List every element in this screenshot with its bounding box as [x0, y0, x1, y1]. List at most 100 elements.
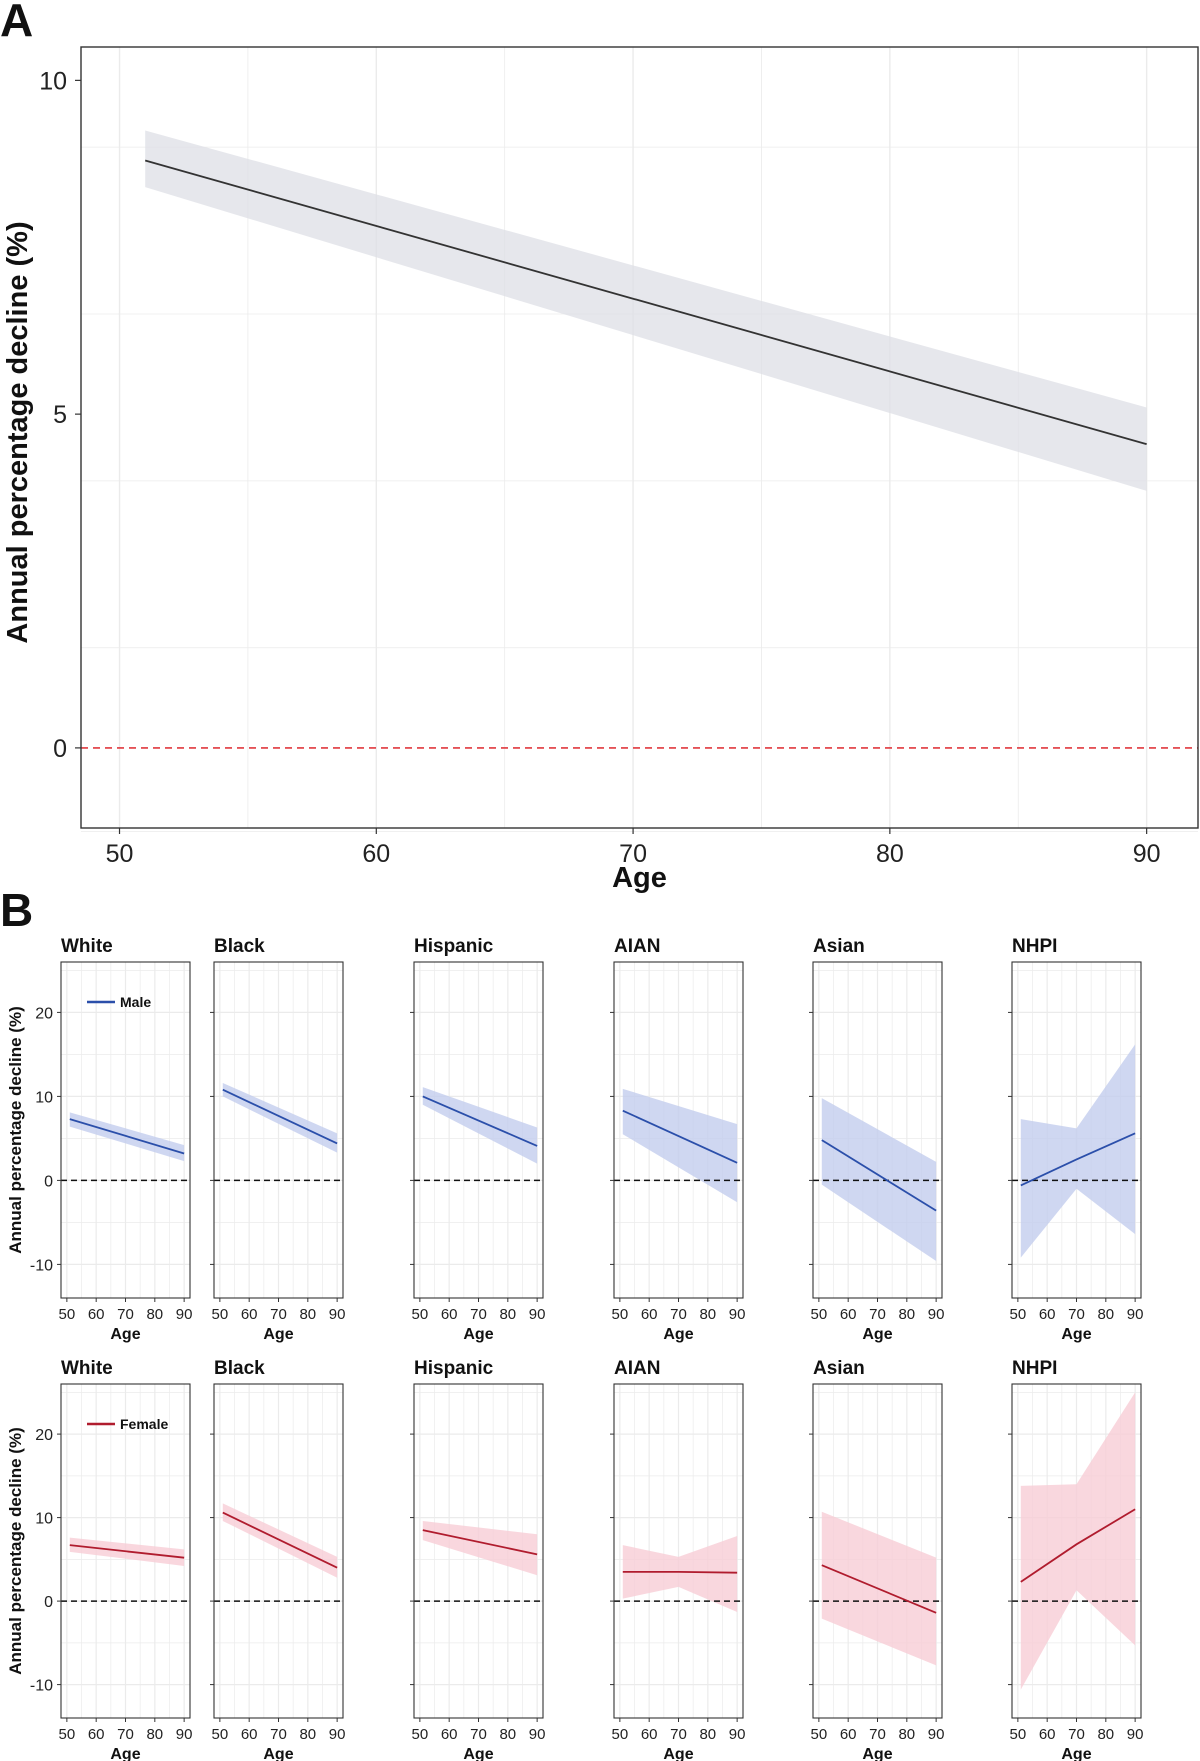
facet-x-tick-label: 80	[699, 1726, 716, 1743]
facet-x-tick-label: 80	[1097, 1306, 1114, 1323]
panel-a-border	[80, 46, 1199, 829]
facet-title: Hispanic	[414, 936, 494, 957]
facet-title: AIAN	[614, 1358, 660, 1379]
facet-nhpi-female: NHPI 50 60 70 80 90 Age	[1008, 1358, 1143, 1761]
facet-asian-female: Asian 50 60 70 80 90 Age	[809, 1358, 944, 1761]
facet-x-tick-label: 60	[840, 1726, 857, 1743]
facet-x-tick-label: 90	[729, 1726, 746, 1743]
facet-trend-line	[821, 1564, 937, 1614]
facet-confidence-band	[422, 1087, 538, 1164]
facet-x-tick-label: 50	[412, 1306, 429, 1323]
facet-x-tick-label: 60	[1039, 1726, 1056, 1743]
panel-a-label: A	[0, 0, 33, 46]
panel-a-x-axis-label: Age	[612, 862, 667, 894]
facet-x-tick-label: 60	[88, 1306, 105, 1323]
facet-x-tick-label: 60	[641, 1306, 658, 1323]
facet-confidence-band	[622, 1088, 738, 1203]
facet-x-tick-label: 60	[241, 1726, 258, 1743]
facet-trend-line	[422, 1095, 538, 1147]
facet-x-tick-label: 60	[88, 1726, 105, 1743]
facet-x-tick-label: 60	[441, 1726, 458, 1743]
facet-trend-line	[1020, 1132, 1136, 1187]
facet-x-tick-label: 80	[1097, 1726, 1114, 1743]
facet-trend-line	[222, 1088, 338, 1145]
facet-x-tick-label: 50	[1010, 1726, 1027, 1743]
facet-title: White	[61, 1358, 113, 1379]
facet-x-tick-label: 80	[299, 1306, 316, 1323]
facet-y-tick-label: -10	[30, 1678, 53, 1695]
facet-x-tick-label: 50	[59, 1306, 76, 1323]
legend-label: Female	[120, 1416, 168, 1432]
facet-white-female: White -10 0 10 20 50 60 70 80 90 Age Female	[30, 1358, 193, 1761]
facet-x-tick-label: 70	[1068, 1726, 1085, 1743]
facet-aian-female: AIAN 50 60 70 80 90 Age	[610, 1358, 745, 1761]
panel-a-y-tick-label: 5	[53, 401, 67, 429]
facet-title: Hispanic	[414, 1358, 494, 1379]
panel-b-y-axis-label: Annual percentage decline (%)	[6, 1006, 25, 1254]
facet-title: White	[61, 936, 113, 957]
facet-x-tick-label: 80	[499, 1726, 516, 1743]
facet-y-tick-label: 20	[35, 1427, 53, 1444]
facet-x-tick-label: 70	[670, 1726, 687, 1743]
facet-x-tick-label: 50	[612, 1306, 629, 1323]
facet-y-tick-label: -10	[30, 1257, 53, 1274]
facet-x-axis-label: Age	[463, 1746, 493, 1761]
facet-black-male: Black 50 60 70 80 90 Age	[210, 936, 345, 1343]
facet-confidence-band	[222, 1082, 338, 1153]
facet-x-tick-label: 80	[898, 1726, 915, 1743]
facet-x-tick-label: 50	[412, 1726, 429, 1743]
facet-y-tick-label: 0	[44, 1594, 53, 1611]
facet-trend-line	[1020, 1508, 1136, 1583]
facet-trend-line	[222, 1511, 338, 1569]
facet-x-tick-label: 90	[176, 1726, 193, 1743]
facet-x-tick-label: 60	[1039, 1306, 1056, 1323]
facet-confidence-band	[821, 1098, 937, 1262]
panel-a: A 0 5 10 50 60 70 80 90 Age Annual percentage decl…	[0, 0, 1199, 894]
facet-title: NHPI	[1012, 1358, 1057, 1379]
facet-x-axis-label: Age	[110, 1746, 140, 1761]
facet-title: Black	[214, 936, 265, 957]
facet-x-tick-label: 90	[928, 1306, 945, 1323]
facet-title: AIAN	[614, 936, 660, 957]
facet-trend-line	[821, 1139, 937, 1212]
panel-a-y-axis-label: Annual percentage decline (%)	[2, 221, 34, 643]
facet-nhpi-male: NHPI 50 60 70 80 90 Age	[1008, 936, 1143, 1343]
panel-b-label: B	[0, 884, 33, 936]
facet-x-tick-label: 80	[699, 1306, 716, 1323]
facet-x-tick-label: 70	[117, 1726, 134, 1743]
facet-x-tick-label: 50	[811, 1306, 828, 1323]
facet-x-axis-label: Age	[663, 1746, 693, 1761]
facet-y-tick-label: 0	[44, 1173, 53, 1190]
facet-confidence-band	[622, 1535, 738, 1612]
facet-title: Asian	[813, 936, 865, 957]
panel-a-x-tick-label: 80	[876, 840, 904, 868]
facet-x-tick-label: 50	[612, 1726, 629, 1743]
facet-x-tick-label: 50	[811, 1726, 828, 1743]
facet-x-axis-label: Age	[1061, 1746, 1091, 1761]
facet-x-tick-label: 60	[241, 1306, 258, 1323]
facet-x-axis-label: Age	[463, 1326, 493, 1343]
facet-x-axis-label: Age	[1061, 1326, 1091, 1343]
panel-a-y-tick-label: 10	[39, 67, 67, 95]
facet-x-tick-label: 50	[1010, 1306, 1027, 1323]
facet-x-tick-label: 90	[329, 1726, 346, 1743]
facet-x-tick-label: 70	[270, 1726, 287, 1743]
facet-x-axis-label: Age	[263, 1746, 293, 1761]
facet-x-axis-label: Age	[110, 1326, 140, 1343]
facet-x-tick-label: 80	[299, 1726, 316, 1743]
facet-x-tick-label: 70	[869, 1726, 886, 1743]
facet-x-tick-label: 70	[470, 1726, 487, 1743]
facet-x-tick-label: 50	[212, 1726, 229, 1743]
facet-x-tick-label: 90	[928, 1726, 945, 1743]
legend-label: Male	[120, 994, 151, 1010]
facet-x-tick-label: 90	[529, 1306, 546, 1323]
facet-x-tick-label: 90	[529, 1726, 546, 1743]
facet-x-tick-label: 70	[1068, 1306, 1085, 1323]
facet-trend-line	[69, 1544, 185, 1559]
facet-y-tick-label: 10	[35, 1511, 53, 1528]
facet-x-tick-label: 60	[840, 1306, 857, 1323]
facet-x-tick-label: 50	[59, 1726, 76, 1743]
facet-x-axis-label: Age	[862, 1326, 892, 1343]
facet-x-tick-label: 50	[212, 1306, 229, 1323]
